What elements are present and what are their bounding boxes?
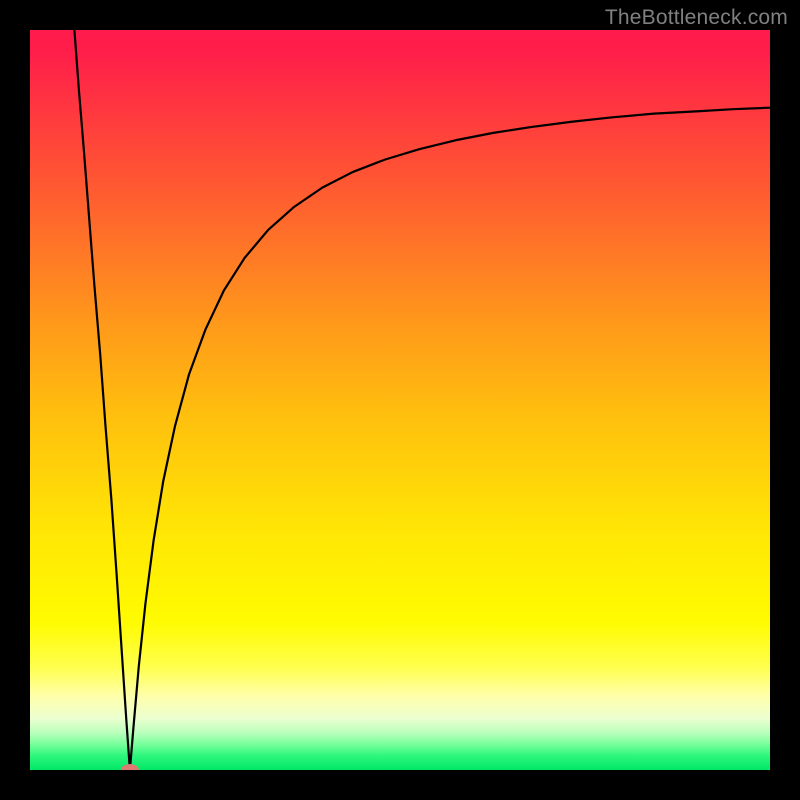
plot-area — [30, 30, 770, 770]
chart-frame: TheBottleneck.com — [0, 0, 800, 800]
gradient-background — [30, 30, 770, 770]
watermark-label: TheBottleneck.com — [605, 6, 788, 30]
chart-svg — [30, 30, 770, 770]
